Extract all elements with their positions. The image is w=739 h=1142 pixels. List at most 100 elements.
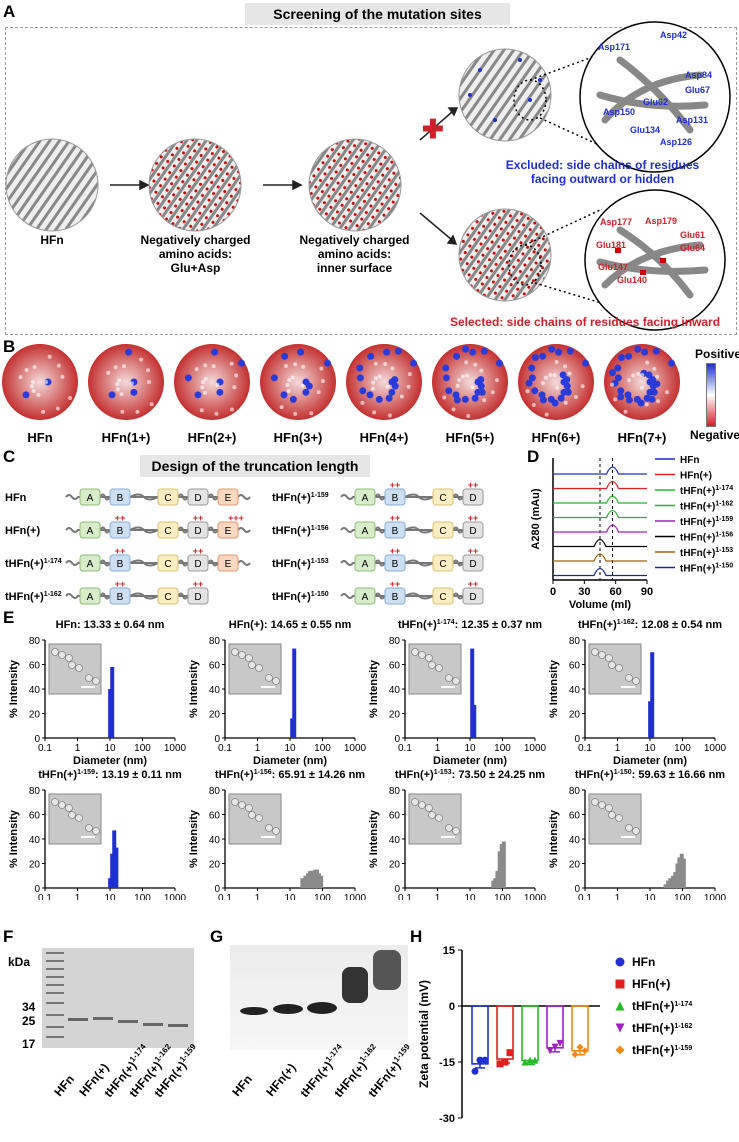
e-xtick: 0.1: [578, 893, 592, 900]
domain-letter: A: [87, 592, 94, 603]
hfn-inner-cage: [308, 138, 402, 232]
domain-letter: A: [87, 559, 94, 570]
d-legend-label: tHFn(+)1-153: [680, 547, 733, 559]
e-xtick: 100: [674, 743, 691, 754]
e-ylabel: % Intensity: [548, 659, 560, 718]
e-ytick: 0: [574, 884, 580, 895]
construct-name: tHFn(+)1-174: [5, 558, 62, 570]
dls-bar: [499, 843, 504, 888]
e-xtick: 1000: [524, 743, 547, 754]
surface-sphere: [346, 344, 422, 420]
zeta-point: [481, 1056, 489, 1064]
domain-a: [354, 554, 376, 572]
g-band-1: [240, 1007, 268, 1015]
panel-c-constructs: HFn A B C D E HFn(+) A B ++ C D ++ E +++ tHFn(+)1-174 A B…: [5, 480, 484, 605]
domain-letter: D: [469, 526, 476, 537]
d-legend-label: tHFn(+)1-162: [680, 501, 733, 513]
panel-a-frame: [5, 27, 737, 335]
domain-a: [79, 587, 101, 605]
e-ytick: 20: [29, 860, 41, 871]
domain-d: [462, 587, 484, 605]
dls-bar: [110, 853, 115, 888]
domain-b: [109, 587, 131, 605]
dls-bar: [292, 648, 297, 738]
panel-label-f: F: [3, 927, 14, 946]
domain-d: [187, 587, 209, 605]
domain-letter: A: [87, 493, 94, 504]
panel-b-names: HFn HFn(1+) HFn(2+) HFn(3+) HFn(4+) HFn(5+) HF…: [0, 425, 739, 447]
e-xtick: 0.1: [398, 743, 412, 754]
domain-a: [354, 521, 376, 539]
d-xtick: 90: [641, 586, 653, 598]
e-ytick: 60: [389, 661, 401, 672]
h-legend-marker: [615, 979, 625, 989]
e-xtick: 1: [435, 893, 441, 900]
d-xtick: 60: [610, 586, 622, 598]
d-legend-label: HFn: [680, 455, 699, 466]
e-xtick: 1: [255, 893, 261, 900]
e-ytick: 40: [29, 835, 41, 846]
surface-sphere: [174, 344, 250, 420]
domain-c: [157, 521, 179, 539]
dls-bar: [501, 841, 506, 888]
panel-b-surfaces: [2, 344, 680, 420]
tem-inset: [228, 643, 282, 695]
zeta-point: [571, 1051, 579, 1059]
h-legend-marker: [615, 1045, 625, 1055]
construct-name: HFn(+): [5, 525, 40, 537]
domain-d: [462, 521, 484, 539]
dls-bar: [648, 701, 653, 738]
charge-mark: ++: [390, 480, 401, 490]
panel-f-gel: [46, 952, 188, 1038]
charge-mark: ++: [115, 546, 126, 556]
domain-letter: D: [469, 592, 476, 603]
domain-letter: B: [392, 592, 399, 603]
e-plot-title: tHFn(+)1-159: 13.19 ± 0.11 nm: [38, 769, 182, 781]
e-ytick: 80: [209, 786, 221, 797]
h-ytick: -15: [439, 1057, 455, 1069]
e-xtick: 100: [134, 743, 151, 754]
e-xtick: 10: [284, 893, 296, 900]
dls-bar: [670, 875, 675, 888]
tem-scale-bar: [261, 836, 275, 838]
dls-bar: [112, 830, 117, 888]
zeta-point: [526, 1056, 534, 1064]
zeta-point: [521, 1058, 529, 1066]
e-ytick: 0: [34, 884, 40, 895]
e-ytick: 20: [29, 710, 41, 721]
domain-c: [157, 488, 179, 506]
e-ytick: 20: [389, 860, 401, 871]
domain-b: [109, 554, 131, 572]
d-legend-label: tHFn(+)1-159: [680, 516, 733, 528]
e-xtick: 10: [464, 893, 476, 900]
panel-a-title: Screening of the mutation sites: [245, 3, 510, 25]
domain-letter: C: [439, 559, 446, 570]
zeta-point: [556, 1039, 564, 1047]
zeta-bar: [521, 1005, 539, 1062]
e-xtick: 1: [75, 743, 81, 754]
e-ytick: 40: [209, 835, 221, 846]
dls-bar: [108, 689, 113, 738]
d-ylabel: A280 (mAu): [530, 488, 542, 549]
selected-cage: [458, 208, 552, 302]
zeta-point: [506, 1049, 514, 1057]
dls-bar: [491, 880, 496, 888]
e-ytick: 40: [29, 685, 41, 696]
e-xtick: 1000: [164, 893, 187, 900]
charge-mark: ++: [468, 513, 479, 523]
e-xtick: 100: [314, 743, 331, 754]
domain-e: [217, 488, 239, 506]
tem-scale-bar: [621, 686, 635, 688]
e-xtick: 10: [644, 743, 656, 754]
e-ytick: 60: [29, 661, 41, 672]
domain-letter: D: [469, 493, 476, 504]
domain-b: [384, 587, 406, 605]
dls-bar: [303, 875, 308, 888]
charge-mark: ++: [193, 546, 204, 556]
domain-d: [462, 488, 484, 506]
dls-bar: [663, 884, 668, 888]
e-ytick: 60: [209, 811, 221, 822]
dls-bar: [679, 853, 684, 888]
e-xtick: 1000: [524, 893, 547, 900]
